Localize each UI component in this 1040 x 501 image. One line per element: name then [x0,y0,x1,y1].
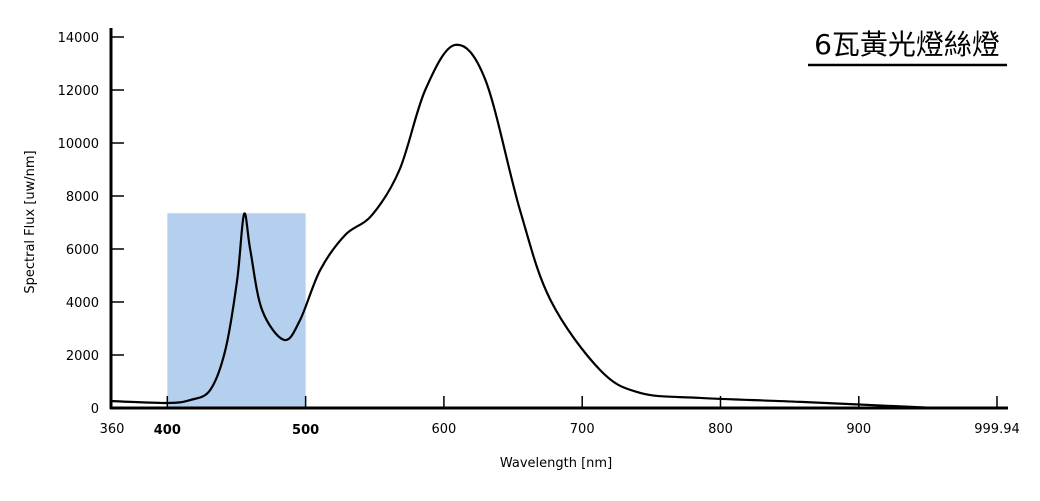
x-tick-label: 700 [570,422,595,437]
x-axis-label: Wavelength [nm] [500,456,612,471]
y-tick-label: 2000 [66,349,99,364]
x-tick-label: 360 [100,422,125,437]
x-tick-label: 400 [154,423,181,438]
y-tick-label: 4000 [66,296,99,311]
highlight-band-400-500 [167,213,306,408]
x-tick-label: 999.94 [974,422,1020,437]
y-tick-label: 0 [91,402,99,417]
x-tick-label: 500 [292,423,319,438]
y-tick-label: 14000 [58,31,99,46]
spectral-curve [111,43,936,410]
y-tick-label: 12000 [58,84,99,99]
x-tick-label: 800 [708,422,733,437]
x-tick-label: 900 [846,422,871,437]
y-axis-label: Spectral Flux [uw/nm] [23,150,38,293]
chart-title: 6瓦黃光燈絲燈 [814,28,1000,61]
y-tick-label: 8000 [66,190,99,205]
x-tick-label: 600 [431,422,456,437]
y-tick-label: 10000 [58,137,99,152]
y-tick-label: 6000 [66,243,99,258]
